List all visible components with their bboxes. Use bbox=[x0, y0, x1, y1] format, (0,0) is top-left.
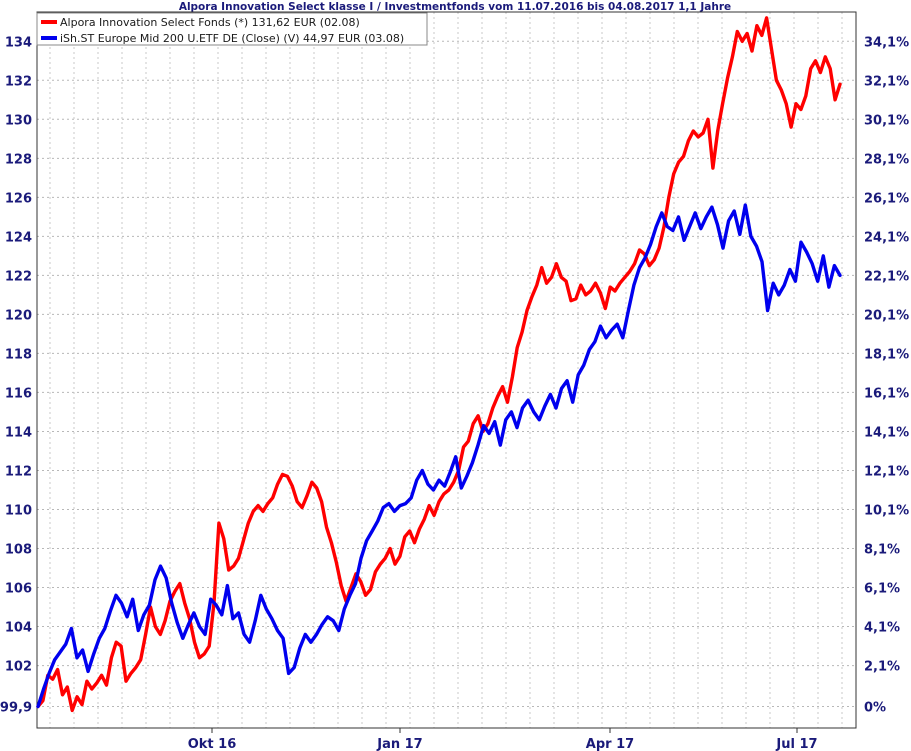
right-axis-tick-label: 4,1% bbox=[864, 621, 900, 636]
right-axis-tick-label: 32,1% bbox=[864, 74, 909, 89]
left-axis-tick-label: 132 bbox=[5, 74, 32, 89]
right-axis-tick-label: 16,1% bbox=[864, 386, 909, 401]
legend-box bbox=[36, 12, 428, 46]
chart-title: Alpora Innovation Select klasse I / Inve… bbox=[179, 1, 731, 13]
right-axis-tick-label: 12,1% bbox=[864, 464, 909, 479]
right-axis-tick-label: 34,1% bbox=[864, 35, 909, 50]
right-y-axis: 0% 2,1% 4,1% 6,1% 8,1% 10,1% 12,1% 14,1% 16,1% 18… bbox=[864, 35, 909, 715]
right-axis-tick-label: 8,1% bbox=[864, 543, 900, 558]
series-line-2 bbox=[36, 203, 842, 709]
right-axis-tick-label: 0% bbox=[864, 701, 886, 716]
left-axis-tick-label: 122 bbox=[5, 269, 32, 284]
series-layer bbox=[36, 16, 842, 713]
left-y-axis: 99,9 102 104 106 108 110 112 114 116 118 120 122 124… bbox=[0, 35, 32, 715]
x-axis-tick-label: Apr 17 bbox=[586, 737, 634, 751]
left-axis-tick-label: 104 bbox=[5, 621, 32, 636]
left-axis-tick-label: 99,9 bbox=[0, 701, 32, 716]
right-axis-tick-label: 30,1% bbox=[864, 113, 909, 128]
legend-label-series-1: Alpora Innovation Select Fonds (*) 131,6… bbox=[60, 16, 360, 29]
left-axis-tick-label: 106 bbox=[5, 582, 32, 597]
right-axis-tick-label: 24,1% bbox=[864, 230, 909, 245]
x-axis-tick-label: Jul 17 bbox=[775, 737, 817, 751]
right-axis-tick-label: 6,1% bbox=[864, 582, 900, 597]
x-axis-tick-label: Jan 17 bbox=[376, 737, 422, 751]
x-axis: Okt 16 Jan 17 Apr 17 Jul 17 bbox=[188, 728, 818, 751]
right-axis-tick-label: 14,1% bbox=[864, 425, 909, 440]
x-axis-tick-label: Okt 16 bbox=[188, 737, 237, 751]
left-axis-tick-label: 108 bbox=[5, 543, 32, 558]
right-axis-tick-label: 2,1% bbox=[864, 660, 900, 675]
left-axis-tick-label: 124 bbox=[5, 230, 32, 245]
left-axis-tick-label: 128 bbox=[5, 152, 32, 167]
left-axis-tick-label: 118 bbox=[5, 347, 32, 362]
left-axis-tick-label: 102 bbox=[5, 660, 32, 675]
right-axis-tick-label: 28,1% bbox=[864, 152, 909, 167]
gridlines bbox=[37, 12, 856, 728]
right-axis-tick-label: 22,1% bbox=[864, 269, 909, 284]
series-line-1 bbox=[36, 16, 842, 713]
right-axis-tick-label: 18,1% bbox=[864, 347, 909, 362]
plot-area-frame bbox=[36, 11, 857, 729]
right-axis-tick-label: 20,1% bbox=[864, 308, 909, 323]
left-axis-tick-label: 120 bbox=[5, 308, 32, 323]
left-axis-tick-label: 114 bbox=[5, 425, 32, 440]
left-axis-tick-label: 126 bbox=[5, 191, 32, 206]
left-axis-tick-label: 134 bbox=[5, 35, 32, 50]
right-axis-tick-label: 10,1% bbox=[864, 503, 909, 518]
right-axis-tick-label: 26,1% bbox=[864, 191, 909, 206]
left-axis-tick-label: 116 bbox=[5, 386, 32, 401]
left-axis-tick-label: 110 bbox=[5, 503, 32, 518]
legend: Alpora Innovation Select Fonds (*) 131,6… bbox=[36, 12, 428, 46]
left-axis-tick-label: 112 bbox=[5, 464, 32, 479]
left-axis-tick-label: 130 bbox=[5, 113, 32, 128]
legend-label-series-2: iSh.ST Europe Mid 200 U.ETF DE (Close) (… bbox=[60, 32, 404, 45]
